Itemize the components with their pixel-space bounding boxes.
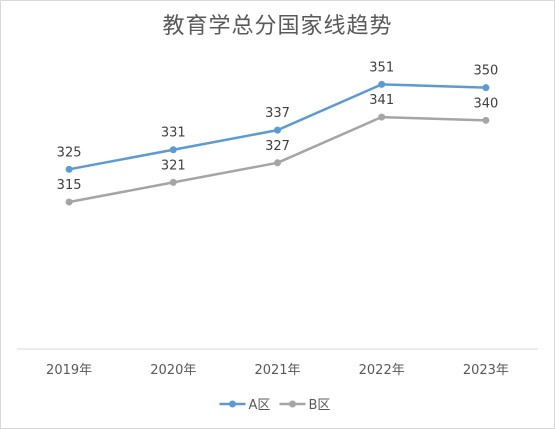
- data-point: [169, 146, 177, 154]
- legend-marker: [229, 400, 236, 408]
- x-tick-label: 2022年: [359, 363, 405, 378]
- data-point: [378, 113, 386, 121]
- data-label: 325: [57, 145, 82, 160]
- data-point: [274, 126, 281, 134]
- data-label: 350: [473, 64, 498, 79]
- x-tick-label: 2020年: [150, 363, 196, 378]
- data-label: 327: [265, 139, 290, 154]
- data-point: [378, 80, 386, 88]
- chart-title: 教育学总分国家线趋势: [162, 14, 393, 39]
- data-label: 351: [369, 60, 394, 75]
- data-label: 340: [473, 96, 498, 111]
- data-point: [65, 198, 73, 206]
- x-tick-label: 2019年: [46, 363, 92, 378]
- data-point: [482, 84, 490, 92]
- x-tick-label: 2023年: [463, 363, 509, 378]
- data-point: [274, 159, 281, 167]
- data-label: 337: [265, 106, 290, 121]
- legend-label: A区: [249, 398, 271, 413]
- data-point: [169, 178, 177, 186]
- legend-label: B区: [309, 398, 331, 413]
- data-point: [482, 116, 490, 124]
- data-label: 315: [57, 178, 82, 193]
- data-label: 331: [161, 126, 186, 141]
- legend-marker: [289, 400, 296, 408]
- x-tick-label: 2021年: [254, 363, 300, 378]
- data-point: [65, 165, 73, 173]
- data-label: 341: [369, 93, 394, 108]
- data-label: 321: [161, 158, 186, 173]
